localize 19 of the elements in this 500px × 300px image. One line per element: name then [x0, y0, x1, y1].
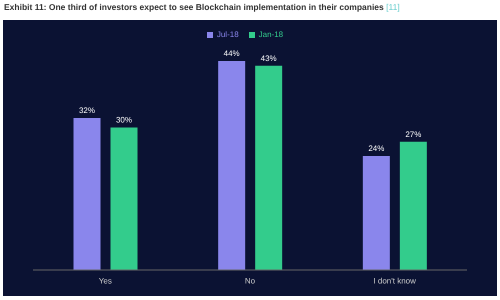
bar — [74, 118, 101, 270]
data-label: 27% — [405, 130, 422, 139]
data-label: 32% — [79, 106, 96, 115]
chart-title: Exhibit 11: One third of investors expect to see Blockchain implementation in their companies — [4, 2, 384, 12]
legend-label: Jul-18 — [216, 30, 239, 39]
bar — [110, 128, 138, 270]
bar — [400, 142, 427, 270]
data-label: 24% — [368, 144, 384, 153]
data-label: 30% — [116, 116, 132, 124]
text: [11] — [386, 2, 400, 12]
bar — [218, 61, 246, 270]
data-label: 44% — [224, 49, 240, 58]
x-tick-label: No — [244, 276, 256, 286]
x-tick-label: I don't know — [373, 276, 416, 286]
bar — [255, 66, 282, 270]
x-tick-label: Yes — [98, 276, 112, 286]
data-label: 43% — [260, 54, 277, 63]
bar — [362, 156, 390, 270]
legend-label: Jan-18 — [258, 30, 284, 39]
